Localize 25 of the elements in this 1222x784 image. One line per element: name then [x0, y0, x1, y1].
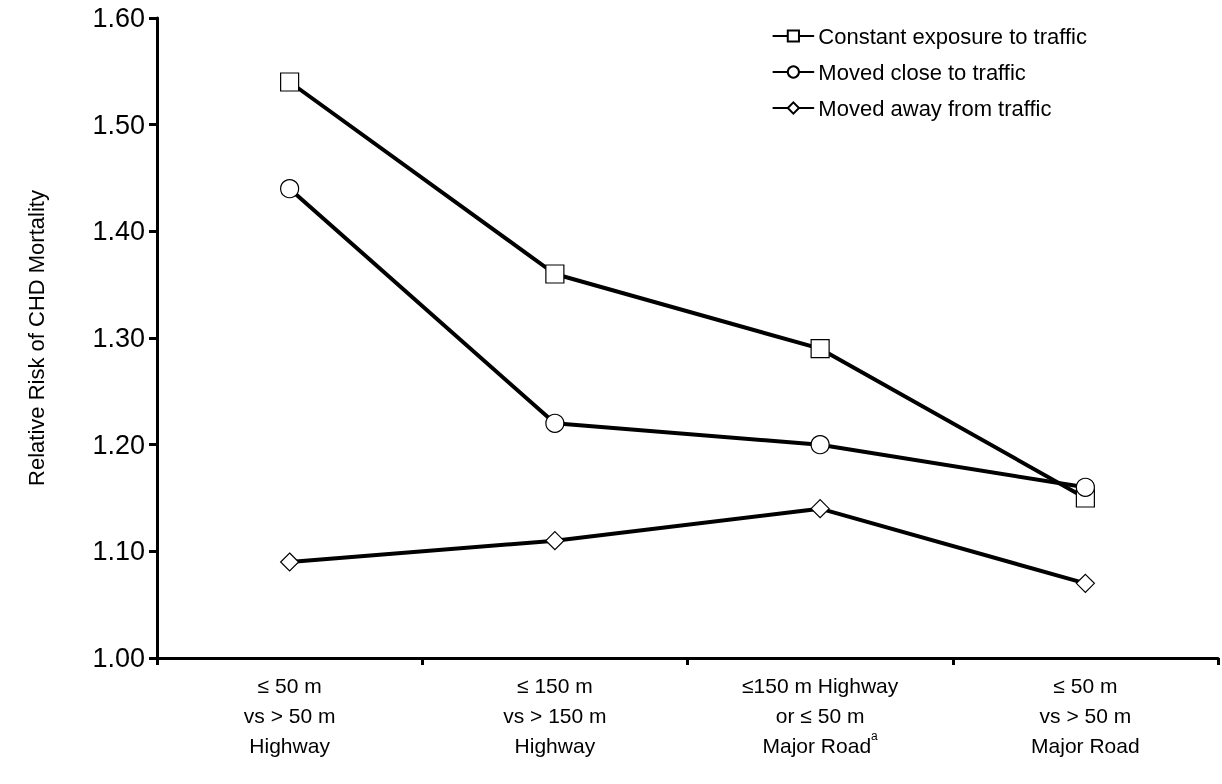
y-tick-label: 1.20: [92, 429, 145, 460]
y-axis-title: Relative Risk of CHD Mortality: [23, 190, 49, 486]
point: [545, 264, 565, 284]
point: [280, 179, 300, 199]
legend-label: Moved close to traffic: [818, 59, 1026, 85]
x-tick-label: ≤ 50 m vs > 50 m Major Road: [1031, 673, 1140, 757]
point: [810, 499, 830, 519]
point: [810, 339, 830, 359]
point: [1075, 477, 1095, 497]
point: [280, 552, 300, 572]
y-tick-label: 1.60: [92, 3, 145, 33]
y-tick-label: 1.30: [92, 323, 145, 353]
x-tick-label: ≤ 50 m vs > 50 m Highway: [243, 673, 336, 757]
legend-label: Constant exposure to traffic: [818, 23, 1088, 49]
y-tick-label: 1.50: [92, 109, 145, 140]
y-tick-label: 1.00: [92, 643, 145, 673]
y-tick-label: 1.40: [92, 216, 145, 247]
x-tick-label: ≤ 150 m vs > 150 m Highway: [503, 673, 607, 757]
legend-label: Moved away from traffic: [818, 95, 1052, 121]
point: [545, 413, 565, 433]
y-tick-label: 1.10: [92, 536, 145, 567]
point: [1075, 573, 1095, 593]
point: [280, 72, 300, 92]
point: [810, 435, 830, 455]
point: [545, 531, 565, 551]
